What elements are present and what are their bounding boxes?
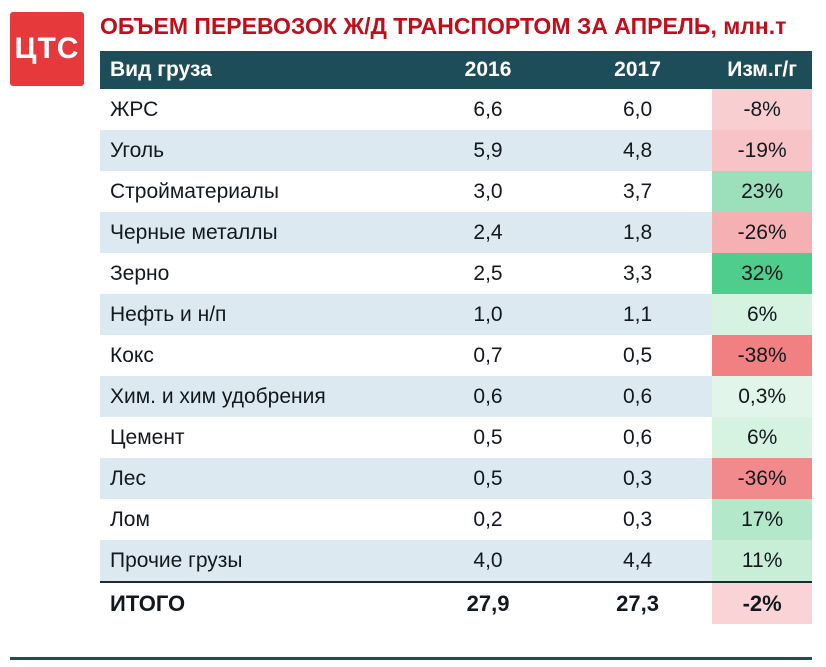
value-2017-cell: 1,1 xyxy=(622,302,653,326)
value-2017-cell: 0,5 xyxy=(622,343,653,367)
cargo-name-cell: ЖРС xyxy=(110,97,159,121)
table-row: Кокс 0,7 0,5 -38% xyxy=(100,335,812,377)
cargo-name-cell: Нефть и н/п xyxy=(110,302,227,326)
value-2016-cell: 5,9 xyxy=(473,138,503,162)
cargo-name-cell: Цемент xyxy=(110,425,185,449)
cargo-name-cell: Хим. и хим удобрения xyxy=(110,384,326,408)
table-row: Нефть и н/п 1,0 1,1 6% xyxy=(100,294,812,336)
header-cargo-type: Вид груза xyxy=(110,58,212,82)
value-2016-cell: 0,6 xyxy=(473,384,503,408)
cts-logo: ЦТС xyxy=(10,12,84,86)
value-2017-cell: 0,6 xyxy=(622,384,653,408)
cargo-name-cell: Кокс xyxy=(110,343,154,367)
value-2017-cell: 0,6 xyxy=(622,425,653,449)
table-row: ЖРС 6,6 6,0 -8% xyxy=(100,89,812,131)
cargo-name-cell: Стройматериалы xyxy=(110,179,280,203)
change-cell: -38% xyxy=(712,335,812,377)
value-2016-cell: 3,0 xyxy=(473,179,503,203)
table-header-row: Вид груза 2016 2017 Изм.г/г xyxy=(100,51,812,90)
value-2017-cell: 3,7 xyxy=(622,179,653,203)
header-year-2017: 2017 xyxy=(614,58,661,82)
total-change-cell: -2% xyxy=(712,583,812,625)
cargo-name-cell: Прочие грузы xyxy=(110,548,243,572)
total-label-cell: ИТОГО xyxy=(110,590,186,616)
value-2016-cell: 1,0 xyxy=(473,302,503,326)
total-2016-cell: 27,9 xyxy=(466,590,510,616)
value-2017-cell: 6,0 xyxy=(622,97,653,121)
value-2016-cell: 0,5 xyxy=(473,425,503,449)
top-section: ЦТС ОБЪЕМ ПЕРЕВОЗОК Ж/Д ТРАНСПОРТОМ ЗА А… xyxy=(10,12,812,625)
table-row: Лес 0,5 0,3 -36% xyxy=(100,458,812,500)
content-area: ОБЪЕМ ПЕРЕВОЗОК Ж/Д ТРАНСПОРТОМ ЗА АПРЕЛ… xyxy=(100,12,812,625)
table-row: Лом 0,2 0,3 17% xyxy=(100,499,812,541)
cargo-name-cell: Лес xyxy=(110,466,146,490)
change-cell: 6% xyxy=(712,294,812,336)
change-cell: 11% xyxy=(712,540,812,582)
table-row: Уголь 5,9 4,8 -19% xyxy=(100,130,812,172)
cargo-name-cell: Зерно xyxy=(110,261,170,285)
total-2017-cell: 27,3 xyxy=(616,590,659,616)
change-cell: -19% xyxy=(712,130,812,172)
value-2016-cell: 0,5 xyxy=(473,466,503,490)
cargo-name-cell: Лом xyxy=(110,507,150,531)
change-cell: 23% xyxy=(712,171,812,213)
value-2017-cell: 1,8 xyxy=(622,220,653,244)
change-cell: 6% xyxy=(712,417,812,459)
cts-logo-text: ЦТС xyxy=(14,32,80,65)
change-cell: 32% xyxy=(712,253,812,295)
change-cell: -8% xyxy=(712,89,812,131)
value-2016-cell: 0,2 xyxy=(473,507,503,531)
table-row: Прочие грузы 4,0 4,4 11% xyxy=(100,540,812,582)
value-2017-cell: 0,3 xyxy=(622,466,653,490)
value-2016-cell: 2,5 xyxy=(473,261,503,285)
table-row: Хим. и хим удобрения 0,6 0,6 0,3% xyxy=(100,376,812,418)
header-year-2016: 2016 xyxy=(464,58,512,82)
page-title: ОБЪЕМ ПЕРЕВОЗОК Ж/Д ТРАНСПОРТОМ ЗА АПРЕЛ… xyxy=(100,13,787,39)
cargo-name-cell: Черные металлы xyxy=(110,220,278,244)
cargo-name-cell: Уголь xyxy=(110,138,165,162)
value-2017-cell: 4,8 xyxy=(622,138,653,162)
table-row: Стройматериалы 3,0 3,7 23% xyxy=(100,171,812,213)
change-cell: 17% xyxy=(712,499,812,541)
table-total-row: ИТОГО 27,9 27,3 -2% xyxy=(100,581,812,625)
change-cell: -26% xyxy=(712,212,812,254)
table-row: Зерно 2,5 3,3 32% xyxy=(100,253,812,295)
value-2017-cell: 3,3 xyxy=(622,261,653,285)
bottom-border xyxy=(10,657,812,660)
value-2016-cell: 0,7 xyxy=(473,343,503,367)
header-change-yoy: Изм.г/г xyxy=(727,58,797,82)
value-2017-cell: 4,4 xyxy=(622,548,653,572)
table-row: Черные металлы 2,4 1,8 -26% xyxy=(100,212,812,254)
change-cell: 0,3% xyxy=(712,376,812,418)
value-2016-cell: 2,4 xyxy=(473,220,503,244)
change-cell: -36% xyxy=(712,458,812,500)
table-row: Цемент 0,5 0,6 6% xyxy=(100,417,812,459)
value-2016-cell: 6,6 xyxy=(473,97,503,121)
value-2017-cell: 0,3 xyxy=(622,507,653,531)
cargo-table: Вид груза 2016 2017 Изм.г/г ЖРС 6,6 6,0 … xyxy=(100,51,812,625)
value-2016-cell: 4,0 xyxy=(473,548,503,572)
